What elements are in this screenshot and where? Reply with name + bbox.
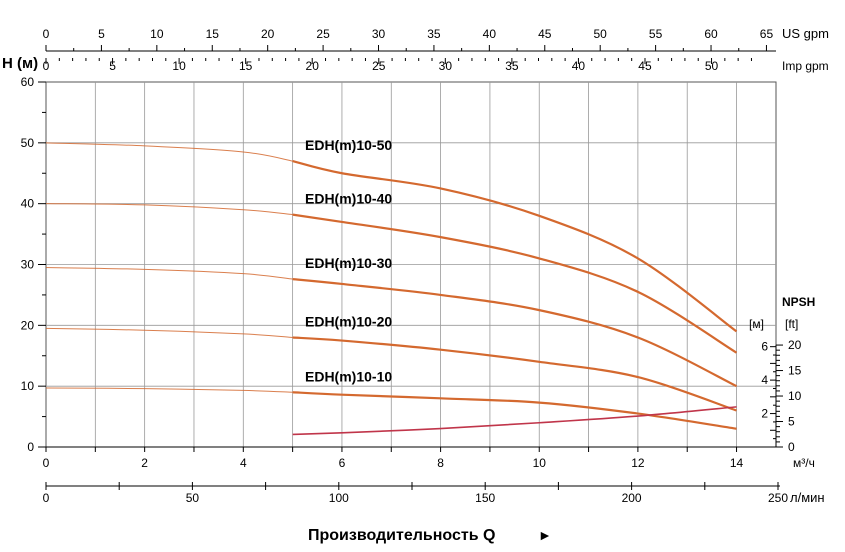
- y-axis-title: H (м): [2, 55, 38, 72]
- lmin-tick-label: 100: [329, 491, 349, 505]
- us-gpm-tick-label: 30: [372, 27, 386, 41]
- lmin-tick-label: 150: [475, 491, 495, 505]
- x-tick-label: 12: [631, 456, 645, 470]
- imp-gpm-tick-label: 25: [372, 59, 386, 73]
- npsh-m-tick-label: 4: [761, 373, 768, 387]
- imp-gpm-tick-label: 20: [306, 59, 320, 73]
- y-tick-label: 20: [21, 318, 35, 332]
- npsh-m-tick-label: 6: [761, 340, 768, 354]
- x-tick-label: 2: [141, 456, 148, 470]
- us-gpm-tick-label: 60: [704, 27, 718, 41]
- us-gpm-tick-label: 65: [760, 27, 774, 41]
- imp-gpm-tick-label: 35: [505, 59, 519, 73]
- imp-gpm-tick-label: 5: [109, 59, 116, 73]
- series-line-thin: [45, 267, 293, 280]
- grid: [45, 81, 777, 448]
- npsh-ft-tick-label: 0: [788, 440, 795, 454]
- x-tick-label: 4: [240, 456, 247, 470]
- lmin-tick-label: 250: [768, 491, 788, 505]
- y-tick-label: 40: [21, 197, 35, 211]
- us-gpm-tick-label: 35: [427, 27, 441, 41]
- npsh-title: NPSH: [782, 295, 815, 309]
- npsh-ft-unit: [ft]: [785, 317, 798, 331]
- series-line-thin: [45, 327, 293, 338]
- x-tick-label: 10: [533, 456, 547, 470]
- us-gpm-tick-label: 0: [43, 27, 50, 41]
- imp-gpm-tick-label: 40: [572, 59, 586, 73]
- imp-gpm-tick-label: 15: [239, 59, 253, 73]
- npsh-ft-tick-label: 10: [788, 389, 802, 403]
- series-label: EDH(m)10-20: [305, 314, 392, 330]
- x-axis-title-arrow: ►: [538, 527, 552, 543]
- x-tick-label: 14: [730, 456, 744, 470]
- us-gpm-axis-label: US gpm: [782, 26, 829, 41]
- x-axis-title: Производительность Q: [308, 527, 495, 544]
- series-label: EDH(m)10-50: [305, 137, 392, 153]
- series-line: [292, 391, 737, 430]
- npsh-curve: [292, 406, 737, 436]
- npsh-ft-tick-label: 15: [788, 364, 802, 378]
- series-line-thin: [45, 387, 293, 393]
- series-line: [292, 278, 738, 388]
- y-tick-label: 50: [21, 136, 35, 150]
- us-gpm-tick-label: 50: [594, 27, 608, 41]
- series-line-thin: [45, 142, 293, 162]
- series-label: EDH(m)10-10: [305, 368, 392, 384]
- us-gpm-tick-label: 20: [261, 27, 275, 41]
- series-line: [292, 213, 738, 354]
- us-gpm-tick-label: 15: [206, 27, 220, 41]
- us-gpm-tick-label: 10: [150, 27, 164, 41]
- series-line-thin: [45, 203, 293, 216]
- imp-gpm-tick-label: 50: [705, 59, 719, 73]
- imp-gpm-tick-label: 0: [43, 59, 50, 73]
- series-label: EDH(m)10-40: [305, 191, 392, 207]
- lmin-axis-label: л/мин: [790, 490, 825, 505]
- series-line: [292, 336, 737, 412]
- npsh-ft-tick-label: 5: [788, 415, 795, 429]
- series-line: [292, 160, 738, 333]
- us-gpm-tick-label: 40: [483, 27, 497, 41]
- y-tick-label: 60: [21, 75, 35, 89]
- x-tick-label: 8: [437, 456, 444, 470]
- us-gpm-tick-label: 55: [649, 27, 663, 41]
- us-gpm-tick-label: 5: [98, 27, 105, 41]
- lmin-tick-label: 200: [622, 491, 642, 505]
- curves: [45, 142, 738, 436]
- npsh-m-tick-label: 2: [761, 407, 768, 421]
- imp-gpm-axis-label: Imp gpm: [782, 59, 829, 73]
- x-tick-label: 6: [339, 456, 346, 470]
- imp-gpm-tick-label: 45: [638, 59, 652, 73]
- lmin-tick-label: 0: [43, 491, 50, 505]
- y-tick-label: 0: [27, 440, 34, 454]
- y-tick-label: 10: [21, 379, 35, 393]
- us-gpm-tick-label: 25: [316, 27, 330, 41]
- lmin-tick-label: 50: [186, 491, 200, 505]
- x-tick-label: 0: [43, 456, 50, 470]
- x-unit-label: м³/ч: [793, 456, 815, 470]
- us-gpm-tick-label: 45: [538, 27, 552, 41]
- axes: [38, 45, 783, 490]
- npsh-m-unit: [м]: [749, 317, 764, 331]
- series-label: EDH(m)10-30: [305, 255, 392, 271]
- imp-gpm-tick-label: 10: [172, 59, 186, 73]
- npsh-ft-tick-label: 20: [788, 338, 802, 352]
- imp-gpm-tick-label: 30: [439, 59, 453, 73]
- y-tick-label: 30: [21, 258, 35, 272]
